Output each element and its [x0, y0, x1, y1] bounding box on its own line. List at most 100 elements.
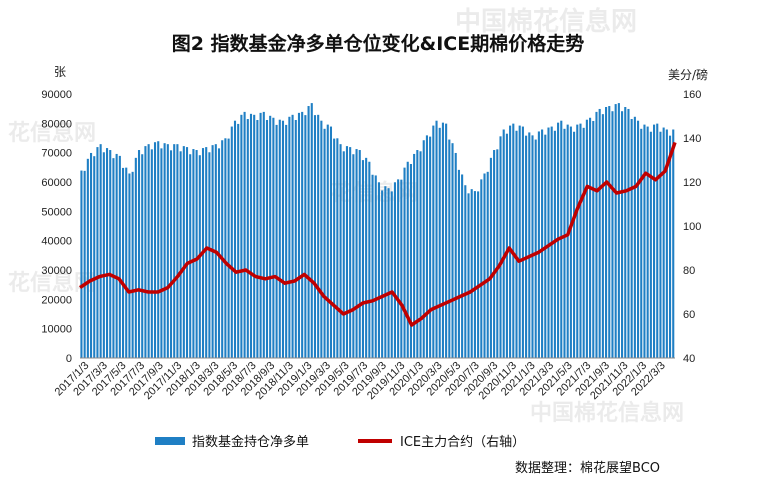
left-tick-label: 80000 [41, 118, 72, 130]
legend-swatch-bar [155, 437, 185, 445]
net-long-bar [243, 111, 246, 358]
net-long-bar [493, 150, 496, 358]
net-long-bar [304, 115, 307, 359]
net-long-bar [185, 147, 189, 358]
net-long-bar [547, 127, 550, 358]
net-long-bar [131, 171, 134, 358]
net-long-bar [89, 152, 93, 358]
net-long-bar [483, 173, 486, 358]
net-long-bar [486, 171, 489, 358]
net-long-bar [448, 139, 451, 358]
net-long-bar [256, 120, 259, 359]
net-long-bar [368, 161, 371, 358]
right-tick-label: 60 [683, 309, 695, 321]
net-long-bar [502, 129, 505, 358]
watermark-text-bottom: 中国棉花信息网 [530, 400, 684, 426]
net-long-bar [566, 124, 569, 358]
net-long-bar [509, 125, 512, 359]
net-long-bar [582, 127, 585, 358]
net-long-bar [118, 155, 121, 358]
net-long-bar [342, 151, 345, 358]
net-long-bar [195, 150, 198, 358]
net-long-bar [297, 112, 301, 358]
net-long-bar [144, 146, 147, 358]
net-long-bar [579, 123, 582, 358]
right-axis-unit: 美分/磅 [668, 67, 708, 82]
net-long-bar [259, 112, 262, 358]
net-long-bar [656, 123, 659, 358]
legend-label-bar: 指数基金持仓净多单 [192, 434, 309, 450]
net-long-bar [374, 175, 377, 358]
net-long-bar [438, 127, 441, 358]
net-long-bar [662, 127, 665, 358]
net-long-bar [173, 144, 176, 358]
net-long-bar [147, 144, 150, 358]
net-long-bar [109, 150, 112, 358]
net-long-bar [617, 103, 620, 359]
net-long-bar [294, 120, 297, 359]
net-long-bar [473, 191, 476, 358]
net-long-bar [467, 193, 470, 358]
net-long-bar [505, 133, 508, 358]
left-axis-unit: 张 [54, 65, 66, 79]
chart-title: 图2 指数基金净多单仓位变化&ICE期棉价格走势 [172, 32, 584, 55]
net-long-bar [93, 156, 96, 358]
net-long-bar [521, 126, 524, 358]
net-long-bar [624, 107, 627, 358]
net-long-bar [278, 119, 281, 359]
net-long-bar [221, 140, 224, 358]
right-tick-label: 80 [683, 265, 695, 277]
left-tick-label: 70000 [41, 148, 72, 160]
x-axis-ticks: 2017/1/32017/3/32017/5/32017/7/32017/9/3… [53, 360, 668, 403]
net-long-bar [361, 160, 365, 358]
net-long-bar [553, 130, 556, 358]
net-long-bar [518, 125, 521, 359]
net-long-bar [125, 167, 128, 358]
net-long-bar [365, 157, 368, 358]
net-long-bar [390, 191, 393, 358]
net-long-bar [499, 136, 502, 358]
net-long-bar [310, 103, 313, 359]
net-long-bar [157, 141, 160, 358]
net-long-bar [246, 119, 249, 358]
net-long-bar [105, 148, 109, 358]
net-long-bar [595, 111, 598, 358]
net-long-bar [630, 119, 633, 358]
net-long-bar [589, 117, 592, 358]
watermark-text-top: 中国棉花信息网 [455, 6, 637, 37]
net-long-bar [265, 120, 269, 359]
net-long-bar [192, 149, 195, 358]
net-long-bar [461, 174, 464, 358]
left-tick-label: 10000 [41, 324, 72, 336]
left-tick-label: 40000 [41, 236, 72, 248]
net-long-bar [400, 179, 403, 358]
net-long-bar [659, 131, 662, 358]
net-long-bar [441, 122, 444, 358]
net-long-bar [640, 128, 643, 358]
net-long-bar [358, 150, 361, 358]
net-long-bar [160, 148, 163, 358]
net-long-bar [457, 169, 460, 358]
right-tick-label: 140 [683, 133, 701, 145]
net-long-bar [422, 140, 425, 358]
net-long-bar [393, 182, 396, 358]
source-note: 数据整理：棉花展望BCO [515, 460, 660, 476]
net-long-bar [182, 146, 185, 358]
left-tick-label: 50000 [41, 206, 72, 218]
net-long-bar [355, 149, 358, 358]
left-tick-label: 90000 [41, 89, 72, 101]
net-long-bar [515, 130, 518, 358]
net-long-bar [637, 120, 640, 359]
net-long-bar [416, 150, 419, 358]
net-long-bar [227, 138, 230, 358]
net-long-bar [134, 157, 137, 358]
watermark-text-left: 花信息网 [8, 120, 96, 146]
net-long-bar [381, 190, 384, 358]
right-tick-label: 40 [683, 353, 695, 365]
net-long-bar [326, 124, 329, 358]
net-long-bar [205, 147, 208, 358]
net-long-bar [352, 154, 355, 358]
net-long-bar [137, 150, 141, 358]
net-long-bar [176, 144, 179, 358]
right-axis-ticks: 40 60 80 100 120 140 160 [683, 89, 701, 365]
